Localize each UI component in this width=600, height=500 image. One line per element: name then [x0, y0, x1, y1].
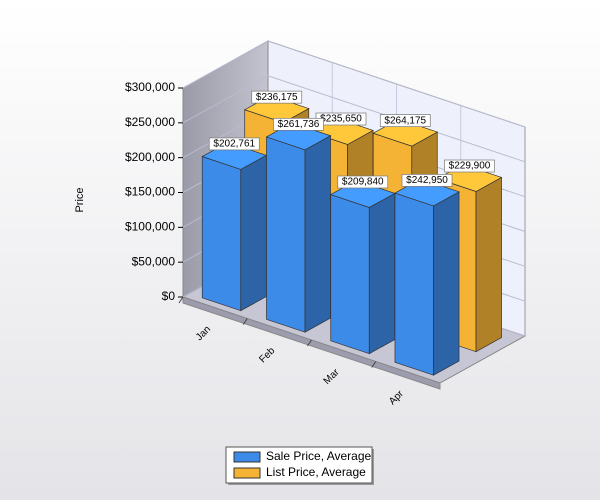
y-tick-label: $300,000 — [125, 80, 175, 94]
legend-label: List Price, Average — [266, 465, 366, 479]
bar — [394, 178, 460, 376]
x-tick — [178, 296, 184, 304]
y-tick-label: $50,000 — [132, 254, 176, 268]
value-label-box — [401, 174, 453, 187]
value-label: $235,650 — [320, 114, 362, 125]
bar-side — [433, 191, 460, 376]
y-tick-label: $200,000 — [125, 150, 175, 164]
value-label-box — [379, 114, 431, 127]
y-tick-label: $0 — [162, 289, 176, 303]
value-label-box — [273, 117, 324, 131]
value-label: $242,950 — [406, 175, 448, 186]
value-label: $202,761 — [213, 139, 255, 150]
value-label-box — [444, 159, 495, 173]
floor-edge — [182, 296, 441, 390]
bar-side — [304, 135, 331, 333]
bar-side — [475, 176, 502, 353]
bar-front — [201, 156, 242, 312]
y-axis-title: Price — [74, 187, 86, 212]
value-label-box — [337, 175, 389, 189]
x-tick — [371, 361, 377, 368]
value-label-box — [251, 90, 303, 104]
bar — [329, 180, 396, 355]
x-tick — [307, 339, 312, 347]
value-label: $229,900 — [449, 161, 491, 172]
value-label: $264,175 — [384, 115, 426, 126]
grid-line — [182, 40, 526, 128]
bar — [265, 122, 332, 333]
y-tick-label: $100,000 — [125, 220, 175, 234]
bar-side — [240, 154, 267, 312]
value-label: $209,840 — [342, 177, 384, 188]
grid-line — [182, 75, 526, 163]
legend-label: Sale Price, Average — [266, 449, 372, 463]
value-label: $236,175 — [256, 92, 298, 103]
value-label-box — [208, 137, 260, 151]
x-tick — [242, 318, 248, 325]
bar-front — [266, 136, 306, 333]
bar-front — [330, 194, 370, 355]
bar-front — [394, 192, 434, 376]
bar — [201, 142, 268, 312]
legend-swatch — [233, 467, 261, 479]
legend-swatch — [233, 451, 261, 463]
value-label: $261,736 — [278, 119, 320, 130]
bar-side — [368, 192, 396, 355]
y-tick-label: $250,000 — [125, 115, 175, 129]
y-tick-label: $150,000 — [125, 185, 175, 199]
